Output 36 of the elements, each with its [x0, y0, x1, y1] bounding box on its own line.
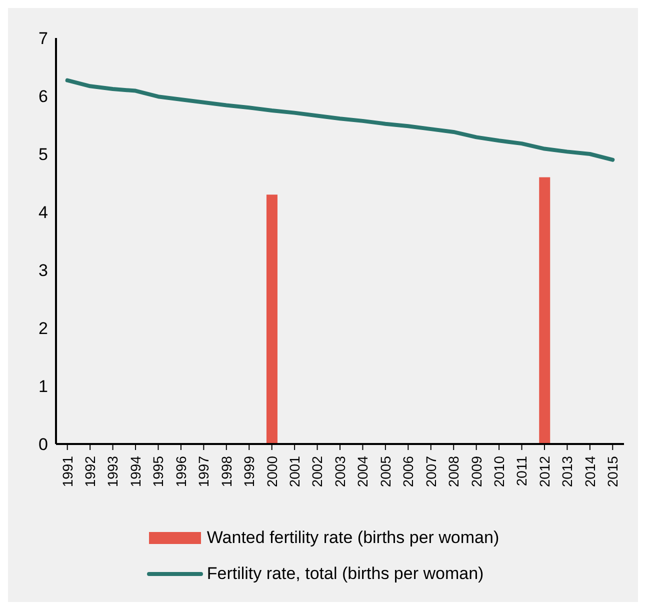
x-tick-label: 1999 [241, 456, 258, 488]
x-tick-label: 2001 [286, 456, 302, 488]
legend-label: Fertility rate, total (births per woman) [206, 564, 484, 584]
x-tick-label: 2011 [514, 456, 530, 486]
y-tick-label: 7 [38, 29, 48, 48]
y-tick-label: 4 [38, 203, 48, 222]
x-tick-label: 2003 [332, 456, 348, 488]
x-tick-label: 1991 [59, 456, 76, 488]
x-tick-label: 2004 [354, 456, 371, 488]
x-tick-label: 1993 [104, 456, 121, 488]
x-tick-label: 2012 [536, 456, 552, 488]
x-tick-label: 1992 [82, 456, 98, 488]
y-tick-label: 5 [38, 145, 48, 164]
y-tick-label: 6 [38, 87, 48, 106]
line-series [65, 78, 615, 162]
y-tick-label: 0 [38, 435, 48, 454]
x-tick-label: 2007 [422, 456, 439, 488]
x-tick-label: 2010 [490, 456, 507, 488]
x-tick-label: 2009 [468, 456, 484, 488]
x-tick-label: 2002 [309, 456, 326, 488]
legend-label: Wanted fertility rate (births per woman) [206, 528, 500, 548]
x-tick-label: 2000 [264, 456, 280, 488]
x-tick-label: 1998 [218, 456, 234, 488]
y-tick-label: 2 [38, 319, 48, 338]
x-tick-label: 2013 [559, 456, 576, 488]
x-tick-label: 1997 [196, 456, 212, 488]
y-tick-label: 1 [38, 377, 48, 396]
x-tick-label: 2005 [377, 456, 394, 488]
x-tick-label: 1996 [172, 456, 189, 488]
x-tick-label: 2014 [582, 456, 598, 488]
x-tick-label: 2015 [604, 456, 621, 488]
x-tick-label: 1995 [150, 456, 166, 488]
x-tick-label: 1994 [127, 456, 144, 488]
x-tick-label: 2006 [400, 456, 416, 488]
x-tick-label: 2008 [446, 456, 462, 488]
y-tick-label: 3 [38, 261, 48, 280]
